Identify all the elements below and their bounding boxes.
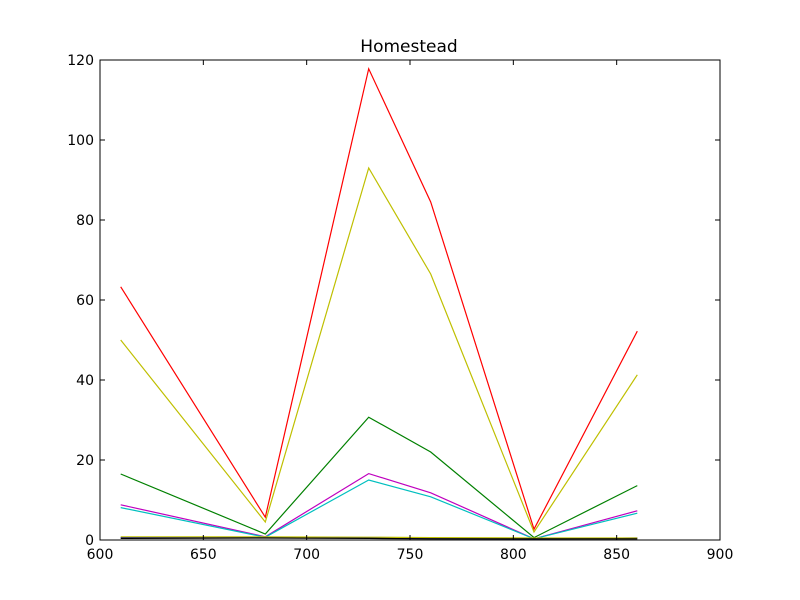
y-tick-label: 20 xyxy=(76,453,94,469)
y-tick-label: 100 xyxy=(67,133,94,149)
series-line-1 xyxy=(120,66,638,531)
plot-frame xyxy=(99,59,721,541)
x-tick-label: 650 xyxy=(190,547,217,563)
x-tick-label: 900 xyxy=(707,547,734,563)
x-tick-label: 850 xyxy=(603,547,630,563)
x-tick-label: 750 xyxy=(397,547,424,563)
series-line-5 xyxy=(120,479,638,540)
y-tick-label: 40 xyxy=(76,373,94,389)
y-tick-label: 80 xyxy=(76,213,94,229)
series-line-7 xyxy=(120,536,638,539)
x-tick-label: 600 xyxy=(87,547,114,563)
chart-title: Homestead xyxy=(360,37,457,57)
series-line-3 xyxy=(120,416,638,539)
series-layer xyxy=(120,66,638,540)
y-tick-label: 0 xyxy=(85,533,94,549)
series-line-2 xyxy=(120,166,638,534)
y-tick-label: 60 xyxy=(76,293,94,309)
y-tick-label: 120 xyxy=(67,53,94,69)
x-tick-label: 800 xyxy=(500,547,527,563)
axes-layer: 600 650 700 750 800 850 900 0 20 40 60 80 100 120 xyxy=(67,53,733,563)
series-line-8 xyxy=(120,537,638,540)
x-tick-label: 700 xyxy=(293,547,320,563)
